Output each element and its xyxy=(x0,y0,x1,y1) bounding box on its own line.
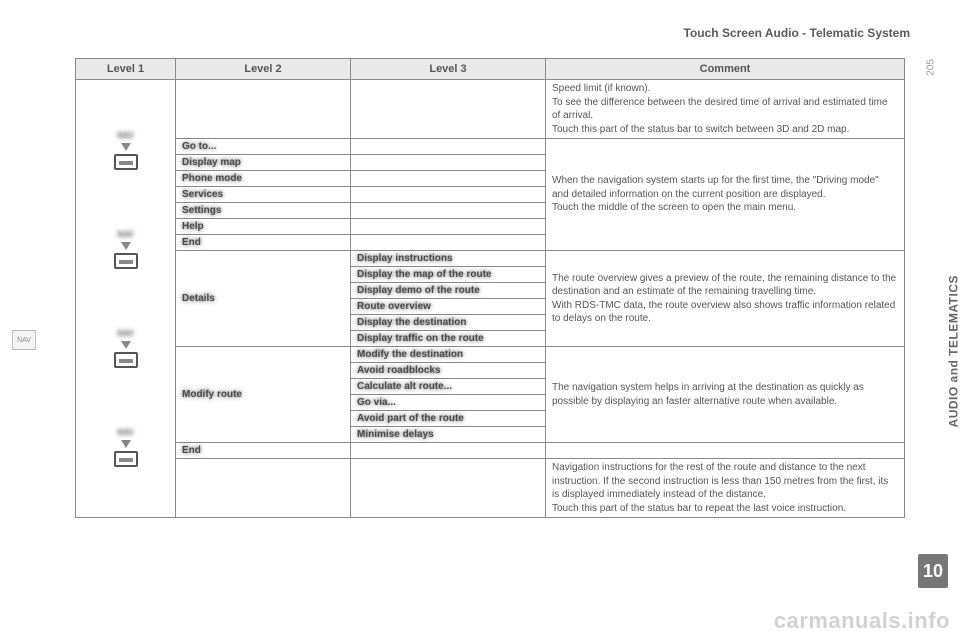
screen-icon xyxy=(114,154,138,170)
nav-icon-group: NAV xyxy=(114,329,138,368)
level2-cell: Help xyxy=(176,219,351,235)
nav-label: NAV xyxy=(117,131,133,140)
chapter-badge: 10 xyxy=(918,554,948,588)
level3-cell: Display traffic on the route xyxy=(351,331,546,347)
screen-icon xyxy=(114,253,138,269)
comment-cell: When the navigation system starts up for… xyxy=(546,139,905,251)
screen-icon xyxy=(114,451,138,467)
level2-cell: Details xyxy=(176,251,351,347)
arrow-down-icon xyxy=(121,143,131,151)
level3-cell xyxy=(351,219,546,235)
level2-cell: Services xyxy=(176,187,351,203)
level3-cell xyxy=(351,459,546,518)
watermark: carmanuals.info xyxy=(774,608,950,634)
level3-cell: Calculate alt route... xyxy=(351,379,546,395)
level3-cell: Avoid part of the route xyxy=(351,411,546,427)
col-level1: Level 1 xyxy=(76,59,176,80)
page-number: 205 xyxy=(926,59,937,76)
level3-cell xyxy=(351,139,546,155)
level3-cell: Display demo of the route xyxy=(351,283,546,299)
arrow-down-icon xyxy=(121,242,131,250)
col-comment: Comment xyxy=(546,59,905,80)
level3-cell: Display the map of the route xyxy=(351,267,546,283)
nav-icon-group: NAV xyxy=(114,230,138,269)
level2-cell: Go to... xyxy=(176,139,351,155)
table-row: NAV NAV NAV xyxy=(76,80,905,139)
level3-cell: Minimise delays xyxy=(351,427,546,443)
level3-cell xyxy=(351,187,546,203)
menu-table-wrapper: Level 1 Level 2 Level 3 Comment NAV xyxy=(75,58,905,518)
level3-cell: Display the destination xyxy=(351,315,546,331)
nav-label: NAV xyxy=(117,428,133,437)
level2-cell: Phone mode xyxy=(176,171,351,187)
nav-icon-group: NAV xyxy=(114,428,138,467)
level3-cell: Modify the destination xyxy=(351,347,546,363)
level3-cell: Display instructions xyxy=(351,251,546,267)
table-header-row: Level 1 Level 2 Level 3 Comment xyxy=(76,59,905,80)
level3-cell xyxy=(351,203,546,219)
level2-cell: Display map xyxy=(176,155,351,171)
table-row: Go to... When the navigation system star… xyxy=(76,139,905,155)
section-label: AUDIO and TELEMATICS xyxy=(946,275,960,427)
nav-label: NAV xyxy=(117,230,133,239)
table-row: Details Display instructions The route o… xyxy=(76,251,905,267)
level3-cell: Avoid roadblocks xyxy=(351,363,546,379)
level1-cell: NAV NAV NAV xyxy=(76,80,176,518)
col-level3: Level 3 xyxy=(351,59,546,80)
comment-cell: The navigation system helps in arriving … xyxy=(546,347,905,443)
level3-cell xyxy=(351,155,546,171)
level2-cell xyxy=(176,80,351,139)
level3-cell: Go via... xyxy=(351,395,546,411)
level3-cell xyxy=(351,80,546,139)
nav-icon-group: NAV xyxy=(114,131,138,170)
table-row: End xyxy=(76,443,905,459)
level2-cell: End xyxy=(176,443,351,459)
comment-cell: Speed limit (if known). To see the diffe… xyxy=(546,80,905,139)
nav-label: NAV xyxy=(117,329,133,338)
comment-cell xyxy=(546,443,905,459)
page-container: Touch Screen Audio - Telematic System 20… xyxy=(0,0,960,640)
table-row: Modify route Modify the destination The … xyxy=(76,347,905,363)
page-header: Touch Screen Audio - Telematic System xyxy=(684,26,911,40)
side-nav-tab: NAV xyxy=(12,330,36,350)
level2-cell: Modify route xyxy=(176,347,351,443)
arrow-down-icon xyxy=(121,341,131,349)
comment-cell: The route overview gives a preview of th… xyxy=(546,251,905,347)
level3-cell xyxy=(351,443,546,459)
menu-table: Level 1 Level 2 Level 3 Comment NAV xyxy=(75,58,905,518)
level3-cell xyxy=(351,171,546,187)
level3-cell: Route overview xyxy=(351,299,546,315)
level2-cell xyxy=(176,459,351,518)
col-level2: Level 2 xyxy=(176,59,351,80)
level2-cell: Settings xyxy=(176,203,351,219)
comment-cell: Navigation instructions for the rest of … xyxy=(546,459,905,518)
table-row: Navigation instructions for the rest of … xyxy=(76,459,905,518)
screen-icon xyxy=(114,352,138,368)
level3-cell xyxy=(351,235,546,251)
arrow-down-icon xyxy=(121,440,131,448)
level2-cell: End xyxy=(176,235,351,251)
